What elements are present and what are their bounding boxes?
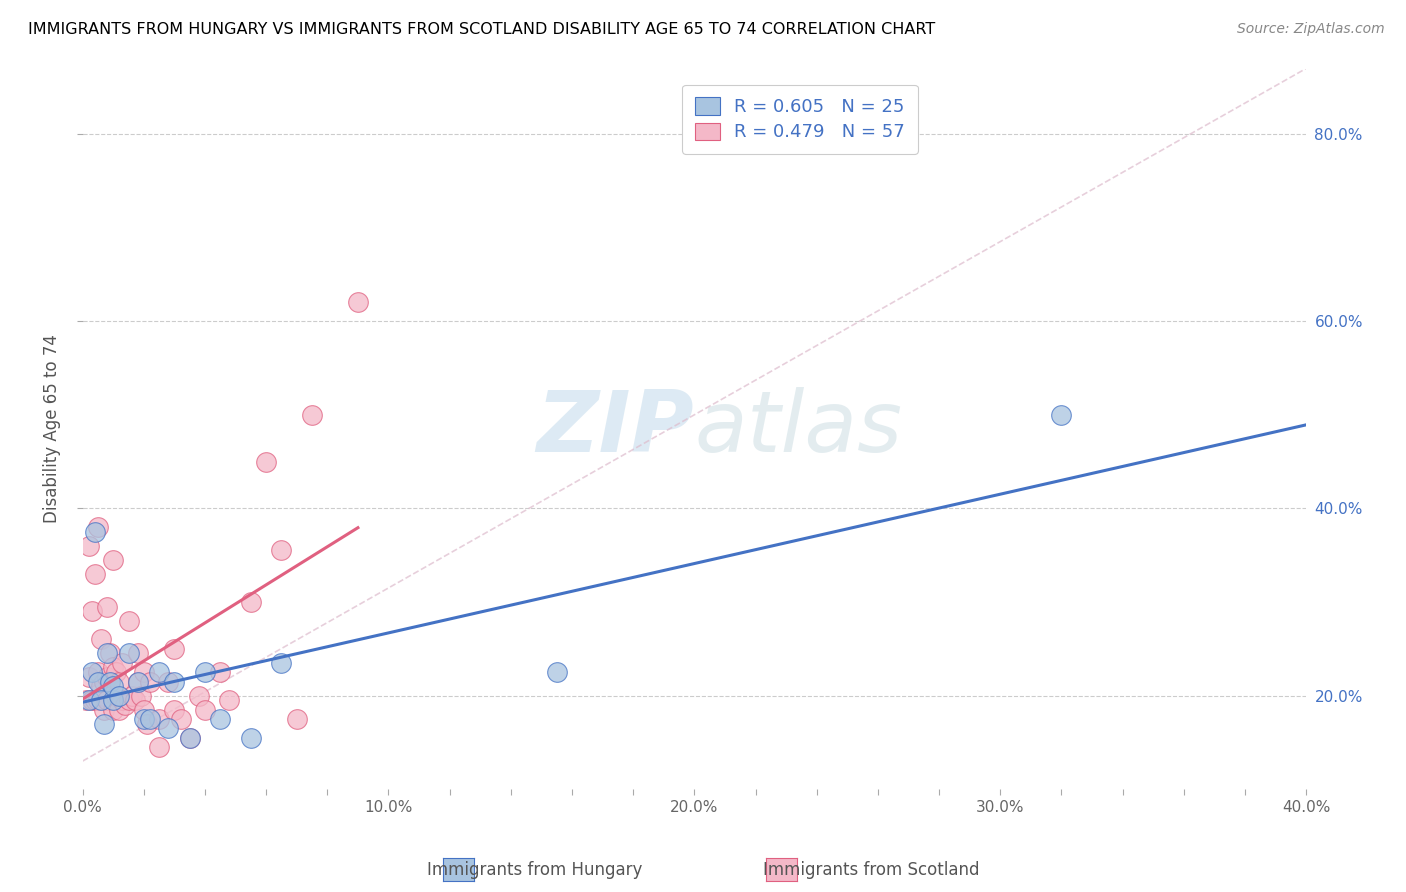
Point [87,693,110,707]
Point [108,689,131,703]
Point [77,670,100,684]
Point [117,647,139,661]
Point [239,731,262,745]
Point [218,693,240,707]
Point [87,665,110,680]
Point [127,674,149,689]
Point [163,674,186,689]
Point [179,731,201,745]
Point [163,703,186,717]
Point [239,595,262,609]
Point [93,689,115,703]
Text: Immigrants from Hungary: Immigrants from Hungary [426,861,643,879]
Point [96,670,118,684]
Point [132,665,155,680]
Point [117,614,139,628]
Text: ZIP: ZIP [537,387,695,470]
Point [96,647,118,661]
Point [77,539,100,553]
Point [90,693,112,707]
Point [194,703,217,717]
Point [80,604,103,618]
Point [103,553,125,567]
Point [87,520,110,534]
Point [127,647,149,661]
Point [148,712,170,726]
Point [546,665,568,680]
Point [77,693,100,707]
Point [139,674,162,689]
Point [98,674,121,689]
Point [209,712,232,726]
Point [194,665,217,680]
Point [187,689,209,703]
Point [83,524,105,539]
Point [90,679,112,693]
Point [270,543,292,558]
Point [163,641,186,656]
Text: Source: ZipAtlas.com: Source: ZipAtlas.com [1237,22,1385,37]
Point [127,674,149,689]
Point [111,656,134,670]
Point [132,712,155,726]
Point [139,712,162,726]
Point [105,665,128,680]
Point [1050,408,1073,422]
Text: atlas: atlas [695,387,903,470]
Legend: R = 0.605   N = 25, R = 0.479   N = 57: R = 0.605 N = 25, R = 0.479 N = 57 [682,85,918,154]
Point [148,739,170,754]
Point [347,295,370,310]
Point [254,454,277,468]
Point [103,703,125,717]
Point [124,693,146,707]
Point [93,674,115,689]
Point [80,665,103,680]
Point [285,712,308,726]
Point [80,693,103,707]
Point [157,674,180,689]
Point [301,408,323,422]
Point [111,693,134,707]
Point [93,716,115,731]
Point [103,693,125,707]
Point [103,679,125,693]
Point [105,689,128,703]
Text: IMMIGRANTS FROM HUNGARY VS IMMIGRANTS FROM SCOTLAND DISABILITY AGE 65 TO 74 CORR: IMMIGRANTS FROM HUNGARY VS IMMIGRANTS FR… [28,22,935,37]
Point [179,731,201,745]
Point [96,693,118,707]
Point [87,674,110,689]
Point [135,716,157,731]
Point [117,693,139,707]
Y-axis label: Disability Age 65 to 74: Disability Age 65 to 74 [44,334,60,524]
Point [108,674,131,689]
Point [108,703,131,717]
Point [93,703,115,717]
Point [90,632,112,647]
Point [83,693,105,707]
Point [209,665,232,680]
Point [169,712,191,726]
Point [75,693,97,707]
Point [132,703,155,717]
Point [157,721,180,735]
Point [98,647,121,661]
Point [114,698,136,712]
Point [270,656,292,670]
Point [96,599,118,614]
Point [129,689,152,703]
Point [103,660,125,674]
Point [83,566,105,581]
Text: Immigrants from Scotland: Immigrants from Scotland [763,861,980,879]
Point [121,689,143,703]
Point [148,665,170,680]
